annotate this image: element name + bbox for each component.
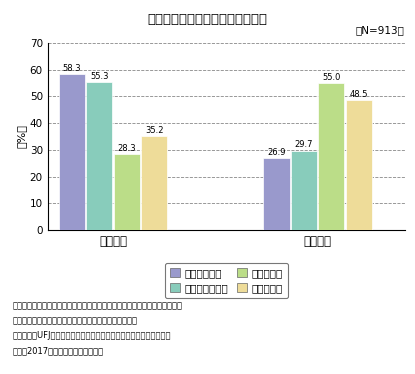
- Text: アフタサービスの充実、新たな製造工程の導入。: アフタサービスの充実、新たな製造工程の導入。: [12, 316, 137, 325]
- Text: 55.0: 55.0: [322, 73, 340, 82]
- Bar: [59, 74, 85, 230]
- Bar: [114, 154, 140, 230]
- Bar: [318, 83, 344, 230]
- Bar: [141, 136, 167, 230]
- Bar: [86, 82, 112, 230]
- Text: 55.3: 55.3: [90, 72, 109, 81]
- Y-axis label: （%）: （%）: [17, 125, 27, 148]
- Bar: [264, 158, 290, 230]
- Text: 最も重視している取組による影響: 最も重視している取組による影響: [147, 13, 268, 26]
- Text: 26.9: 26.9: [267, 148, 286, 157]
- Text: 資料：三菱UFJリサーチ＆コンサルティング株式会社アンケート調査: 資料：三菱UFJリサーチ＆コンサルティング株式会社アンケート調査: [12, 331, 171, 340]
- Text: 35.2: 35.2: [145, 126, 164, 135]
- Text: 48.5: 48.5: [349, 90, 368, 99]
- Legend: 売上高の増加, 経常利益の増加, 雇用の増加, 賃金の増加: 売上高の増加, 経常利益の増加, 雇用の増加, 賃金の増加: [165, 263, 288, 298]
- Text: （2017）から経済産業省作成。: （2017）から経済産業省作成。: [12, 346, 104, 355]
- Text: 58.3: 58.3: [63, 64, 81, 73]
- Bar: [346, 101, 372, 230]
- Text: 28.3: 28.3: [117, 144, 136, 153]
- Bar: [291, 151, 317, 230]
- Text: 29.7: 29.7: [295, 140, 313, 149]
- Text: （N=913）: （N=913）: [356, 25, 405, 36]
- Text: 備考：「企業が重視する取組」は、新製品の開発・導入、ブランド力向上、: 備考：「企業が重視する取組」は、新製品の開発・導入、ブランド力向上、: [12, 301, 183, 310]
